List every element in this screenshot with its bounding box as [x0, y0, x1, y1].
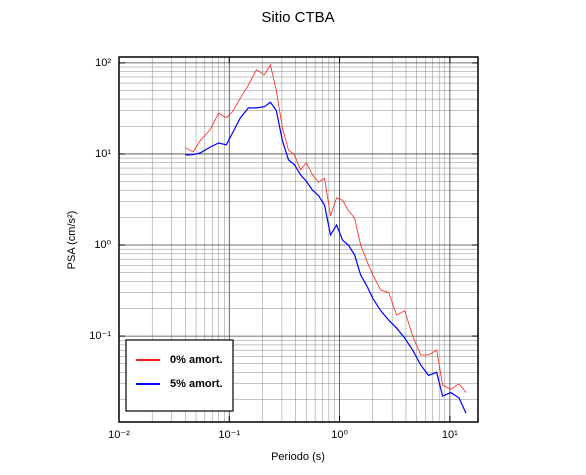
x-axis-label: Periodo (s) [271, 451, 325, 463]
x-tick-label: 10⁰ [331, 429, 348, 441]
series-line [185, 101, 467, 414]
axes: 10⁻² 10⁻¹ 10⁰ 10¹ 10⁻¹ 10⁰ 10¹ 10² [89, 57, 478, 441]
legend-box [125, 339, 234, 412]
y-tick-label: 10¹ [95, 148, 111, 160]
plot-frame [118, 56, 479, 423]
y-tick-label: 10⁰ [94, 239, 111, 251]
x-tick-label: 10¹ [442, 429, 458, 441]
chart-title: Sitio CTBA [261, 9, 334, 26]
legend: 0% amort. 5% amort. [125, 339, 234, 412]
y-tick-label: 10² [95, 57, 111, 69]
x-tick-label: 10⁻¹ [218, 429, 240, 441]
y-tick-label: 10⁻¹ [89, 330, 111, 342]
y-axis-label: PSA (cm/s²) [66, 211, 78, 270]
grid [118, 57, 478, 422]
x-tick-label: 10⁻² [108, 429, 130, 441]
legend-label: 0% amort. [170, 354, 223, 366]
plot-lines [185, 63, 467, 414]
legend-label: 5% amort. [170, 378, 223, 390]
series-line [185, 63, 467, 393]
